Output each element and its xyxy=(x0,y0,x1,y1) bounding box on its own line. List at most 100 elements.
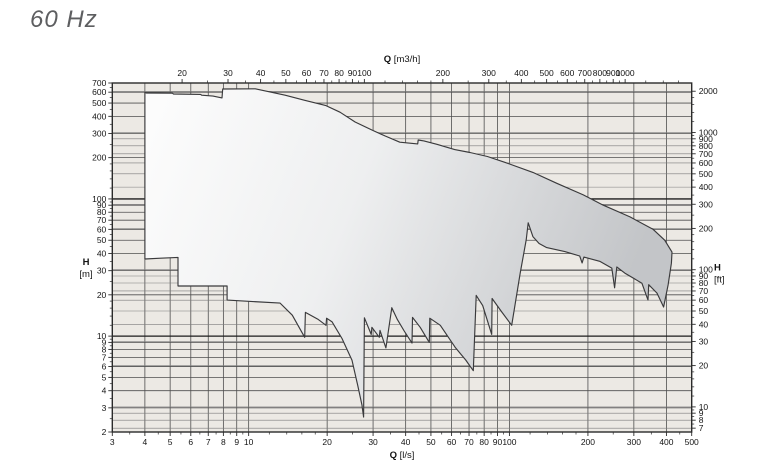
tick-label: 8 xyxy=(102,344,107,354)
tick-label: 2000 xyxy=(699,86,718,96)
tick-label: 600 xyxy=(560,68,574,78)
tick-label: 200 xyxy=(92,153,106,163)
tick-label: 20 xyxy=(177,68,187,78)
tick-label: 400 xyxy=(659,437,673,447)
tick-label: 30 xyxy=(699,336,709,346)
tick-label: 200 xyxy=(436,68,450,78)
tick-label: 4 xyxy=(102,386,107,396)
chart-title: 60 Hz xyxy=(30,6,98,33)
tick-label: 500 xyxy=(540,68,554,78)
tick-label: 500 xyxy=(685,437,699,447)
tick-label: 100 xyxy=(357,68,371,78)
tick-label: 100 xyxy=(502,437,516,447)
tick-label: 300 xyxy=(627,437,641,447)
tick-label: 7 xyxy=(102,352,107,362)
tick-label: 70 xyxy=(464,437,474,447)
tick-label: 60 xyxy=(302,68,312,78)
tick-label: 300 xyxy=(699,199,713,209)
tick-label: 1000 xyxy=(616,68,635,78)
tick-label: 9 xyxy=(102,337,107,347)
tick-label: 3 xyxy=(110,437,115,447)
right-axis-label: H xyxy=(714,263,721,274)
tick-label: 90 xyxy=(348,68,358,78)
tick-label: 50 xyxy=(426,437,436,447)
tick-label: 60 xyxy=(699,295,709,305)
pump-envelope-region xyxy=(144,88,673,418)
tick-label: 2 xyxy=(102,427,107,437)
tick-label: 5 xyxy=(102,372,107,382)
top-axis-label: Q [m3/h] xyxy=(384,54,420,65)
tick-label: 6 xyxy=(102,362,107,372)
tick-label: 40 xyxy=(256,68,266,78)
tick-label: 300 xyxy=(482,68,496,78)
tick-label: 3 xyxy=(102,403,107,413)
tick-label: 7 xyxy=(699,423,704,433)
tick-label: 300 xyxy=(92,128,106,138)
tick-label: 90 xyxy=(493,437,503,447)
left-axis-unit: [m] xyxy=(79,269,92,280)
tick-label: 80 xyxy=(97,207,107,217)
tick-label: 70 xyxy=(319,68,329,78)
bottom-axis-label: Q [l/s] xyxy=(390,450,415,461)
tick-label: 400 xyxy=(92,111,106,121)
tick-label: 500 xyxy=(92,98,106,108)
tick-label: 8 xyxy=(699,415,704,425)
tick-label: 80 xyxy=(699,278,709,288)
tick-label: 20 xyxy=(97,290,107,300)
tick-label: 30 xyxy=(223,68,233,78)
tick-label: 70 xyxy=(699,286,709,296)
tick-label: 9 xyxy=(234,437,239,447)
tick-label: 6 xyxy=(188,437,193,447)
tick-label: 50 xyxy=(97,235,107,245)
tick-label: 100 xyxy=(699,265,713,275)
tick-label: 1000 xyxy=(699,128,718,138)
tick-label: 40 xyxy=(97,249,107,259)
tick-label: 90 xyxy=(699,271,709,281)
axis-unit-labels: Q [m3/h]Q [l/s]H[m]H[ft] xyxy=(79,54,724,461)
tick-label: 20 xyxy=(699,361,709,371)
tick-label: 600 xyxy=(92,87,106,97)
tick-label: 7 xyxy=(206,437,211,447)
tick-label: 10 xyxy=(97,331,107,341)
tick-label: 600 xyxy=(699,158,713,168)
tick-label: 90 xyxy=(97,200,107,210)
tick-label: 800 xyxy=(699,141,713,151)
tick-label: 100 xyxy=(92,194,106,204)
tick-label: 10 xyxy=(699,402,709,412)
tick-label: 500 xyxy=(699,169,713,179)
left-axis-label: H xyxy=(83,257,90,268)
tick-label: 900 xyxy=(699,134,713,144)
tick-label: 20 xyxy=(322,437,332,447)
tick-label: 50 xyxy=(699,306,709,316)
tick-label: 5 xyxy=(168,437,173,447)
tick-label: 700 xyxy=(92,78,106,88)
tick-label: 200 xyxy=(699,223,713,233)
tick-label: 60 xyxy=(97,224,107,234)
tick-label: 400 xyxy=(699,182,713,192)
tick-label: 700 xyxy=(578,68,592,78)
tick-label: 70 xyxy=(97,215,107,225)
tick-label: 10 xyxy=(244,437,254,447)
right-axis-unit: [ft] xyxy=(714,275,725,286)
tick-label: 700 xyxy=(699,149,713,159)
tick-label: 40 xyxy=(699,319,709,329)
tick-label: 80 xyxy=(334,68,344,78)
tick-label: 200 xyxy=(581,437,595,447)
tick-label: 60 xyxy=(447,437,457,447)
tick-label: 400 xyxy=(514,68,528,78)
tick-label: 4 xyxy=(143,437,148,447)
tick-label: 80 xyxy=(479,437,489,447)
tick-label: 900 xyxy=(606,68,620,78)
tick-label: 800 xyxy=(593,68,607,78)
plot-frame xyxy=(111,82,693,433)
tick-label: 40 xyxy=(401,437,411,447)
axes: 3 4 5 6 7 8 9 10 20 30 40 50 60 70 80 90 100 200 300 400 500… xyxy=(92,68,718,447)
tick-label: 30 xyxy=(368,437,378,447)
tick-label: 30 xyxy=(97,266,107,276)
tick-label: 9 xyxy=(699,408,704,418)
tick-label: 8 xyxy=(221,437,226,447)
tick-label: 50 xyxy=(281,68,291,78)
